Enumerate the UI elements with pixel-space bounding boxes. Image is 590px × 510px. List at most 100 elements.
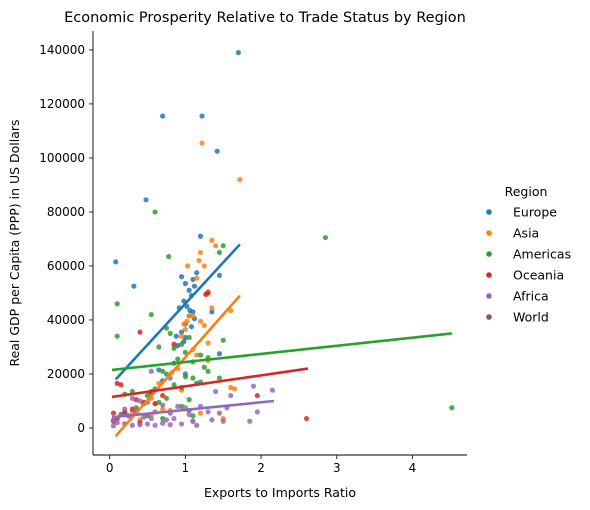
americas-point [216, 249, 223, 256]
europe-point [143, 197, 149, 203]
europe-point [186, 287, 192, 293]
europe-point [235, 50, 241, 56]
americas-point [166, 253, 172, 260]
africa-point [220, 418, 226, 424]
legend-title: Region [505, 184, 548, 199]
americas-point [167, 330, 173, 337]
americas-point [148, 311, 154, 318]
asia-point [160, 406, 166, 412]
europe-point [182, 280, 188, 287]
asia-point [194, 352, 200, 358]
americas-point [178, 341, 185, 347]
africa-point [110, 423, 117, 429]
americas-point [152, 209, 158, 215]
europe-point [194, 270, 200, 276]
europe-point [191, 283, 198, 289]
asia-point [197, 249, 204, 256]
asia-point [178, 333, 185, 339]
americas-point [156, 344, 162, 350]
americas-point [186, 397, 192, 403]
legend-marker-africa [486, 293, 492, 299]
x-tick-label: 4 [409, 461, 417, 475]
y-tick-label: 80000 [47, 205, 85, 219]
chart-title: Economic Prosperity Relative to Trade St… [64, 10, 466, 26]
asia-point [197, 318, 204, 324]
legend-marker-asia [486, 230, 492, 236]
americas-point [171, 345, 177, 351]
x-axis-label: Exports to Imports Ratio [204, 485, 356, 500]
asia-trend-line [114, 294, 241, 437]
africa-point [110, 417, 117, 423]
trend-layer [111, 243, 452, 437]
europe-trend-line [114, 243, 241, 381]
africa-point [178, 421, 185, 427]
africa-point [160, 402, 166, 408]
y-tick-label: 20000 [47, 367, 85, 381]
asia-point [209, 237, 215, 243]
asia-point [199, 140, 205, 146]
legend-marker-europe [486, 209, 492, 215]
y-ticks: 0 20000 40000 60000 80000 100000 120000 140000 [39, 43, 93, 435]
legend-label-oceania: Oceania [513, 268, 564, 283]
americas-point [197, 352, 204, 358]
africa-point [137, 398, 143, 404]
legend-marker-americas [486, 251, 492, 257]
africa-point [205, 409, 211, 415]
x-tick-label: 2 [257, 461, 265, 475]
americas-point [171, 382, 177, 388]
legend-label-europe: Europe [513, 205, 557, 220]
asia-point [231, 386, 238, 392]
africa-point [152, 422, 158, 428]
africa-point [216, 410, 223, 416]
x-tick-label: 0 [106, 461, 114, 475]
americas-point [220, 243, 226, 249]
americas-point [114, 333, 120, 339]
oceania-point [254, 392, 260, 399]
europe-point [173, 333, 179, 339]
asia-point [197, 410, 204, 416]
y-tick-label: 0 [77, 421, 85, 435]
africa-point [250, 383, 257, 389]
asia-point [213, 243, 219, 249]
africa-point [269, 387, 276, 393]
africa-point [122, 406, 128, 412]
americas-point [182, 349, 188, 355]
africa-point [129, 395, 135, 401]
americas-point [449, 405, 455, 411]
x-tick-label: 1 [182, 461, 190, 475]
europe-point [190, 309, 196, 315]
oceania-point [203, 291, 209, 297]
asia-point [190, 313, 196, 319]
y-tick-label: 120000 [39, 97, 85, 111]
oceania-point [110, 410, 117, 416]
africa-point [129, 422, 135, 428]
europe-point [197, 233, 204, 239]
asia-point [196, 257, 202, 264]
legend-label-americas: Americas [513, 247, 571, 262]
oceania-point [303, 415, 310, 422]
legend-label-africa: Africa [513, 289, 549, 304]
africa-point [247, 418, 253, 424]
y-axis-label: Real GDP per Capita (PPP) in US Dollars [7, 119, 22, 366]
europe-point [214, 148, 220, 154]
oceania-point [152, 401, 158, 407]
asia-point [182, 326, 188, 333]
legend-items: Europe Asia Americas Oceania Africa World [486, 205, 571, 325]
americas-trend-line [111, 332, 452, 372]
europe-point [131, 283, 137, 289]
americas-point [182, 374, 188, 380]
europe-point [216, 272, 223, 279]
asia-point [209, 305, 215, 311]
americas-point [220, 337, 226, 343]
oceania-point [171, 341, 177, 347]
y-tick-label: 140000 [39, 43, 85, 57]
americas-point [216, 375, 223, 381]
africa-point [160, 420, 166, 426]
americas-point [114, 301, 120, 307]
africa-point [137, 422, 143, 428]
americas-point [186, 334, 192, 341]
africa-point [171, 415, 177, 422]
y-tick-label: 60000 [47, 259, 85, 273]
americas-point [160, 368, 166, 374]
